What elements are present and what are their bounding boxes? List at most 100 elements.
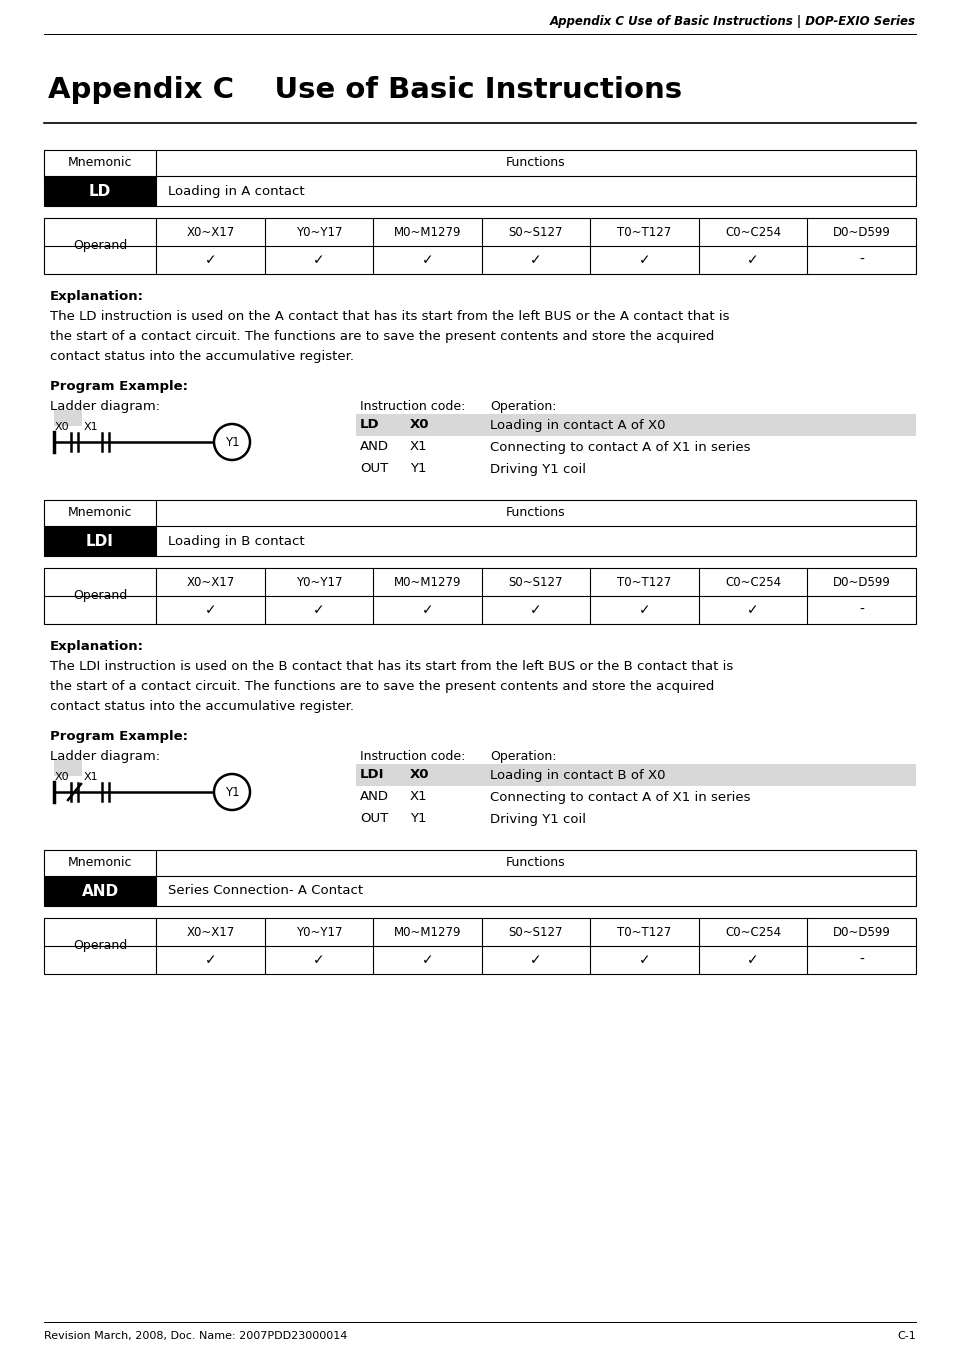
Text: Y0~Y17: Y0~Y17 (295, 226, 342, 239)
Circle shape (213, 774, 250, 811)
Text: Operand: Operand (72, 239, 127, 253)
Text: Connecting to contact A of X1 in series: Connecting to contact A of X1 in series (490, 440, 750, 454)
Text: Operand: Operand (72, 939, 127, 952)
Text: contact status into the accumulative register.: contact status into the accumulative reg… (50, 350, 354, 363)
Text: ✓: ✓ (313, 253, 324, 267)
Text: ✓: ✓ (421, 253, 433, 267)
Text: C-1: C-1 (897, 1331, 915, 1342)
Text: ✓: ✓ (313, 603, 324, 617)
Text: Functions: Functions (506, 857, 565, 870)
Text: C0~C254: C0~C254 (724, 925, 781, 939)
Text: Ladder diagram:: Ladder diagram: (50, 400, 160, 413)
Text: Y1: Y1 (225, 435, 239, 449)
Text: ✓: ✓ (746, 952, 759, 967)
Text: Revision March, 2008, Doc. Name: 2007PDD23000014: Revision March, 2008, Doc. Name: 2007PDD… (44, 1331, 347, 1342)
Bar (355, 413, 915, 436)
Text: Y0~Y17: Y0~Y17 (295, 925, 342, 939)
Bar (44, 917, 915, 974)
Text: C0~C254: C0~C254 (724, 226, 781, 239)
Text: Explanation:: Explanation: (50, 640, 144, 653)
Text: Loading in B contact: Loading in B contact (168, 535, 304, 547)
Text: Y1: Y1 (410, 812, 426, 825)
Text: Program Example:: Program Example: (50, 380, 188, 393)
Bar (54, 409, 82, 426)
Text: Loading in contact B of X0: Loading in contact B of X0 (490, 769, 665, 781)
Text: S0~S127: S0~S127 (508, 226, 562, 239)
Text: LDI: LDI (359, 769, 384, 781)
Text: M0~M1279: M0~M1279 (394, 226, 460, 239)
Text: Operand: Operand (72, 589, 127, 603)
Text: -: - (859, 253, 863, 267)
Text: ✓: ✓ (530, 603, 541, 617)
Bar (44, 875, 156, 907)
Text: Operation:: Operation: (490, 400, 556, 413)
Text: Driving Y1 coil: Driving Y1 coil (490, 462, 585, 476)
Text: X0: X0 (410, 769, 429, 781)
Text: D0~D599: D0~D599 (832, 925, 890, 939)
Text: ✓: ✓ (421, 603, 433, 617)
Text: X1: X1 (410, 440, 427, 454)
Text: Y0~Y17: Y0~Y17 (295, 576, 342, 589)
Text: T0~T127: T0~T127 (617, 925, 671, 939)
Bar (54, 761, 82, 775)
Text: ✓: ✓ (313, 952, 324, 967)
Bar (44, 176, 156, 205)
Text: Y1: Y1 (225, 785, 239, 798)
Text: -: - (859, 603, 863, 617)
Text: LD: LD (89, 184, 111, 199)
Text: ✓: ✓ (639, 603, 650, 617)
Text: Functions: Functions (506, 157, 565, 169)
Text: S0~S127: S0~S127 (508, 576, 562, 589)
Text: M0~M1279: M0~M1279 (394, 925, 460, 939)
Text: Mnemonic: Mnemonic (68, 507, 132, 520)
Text: C0~C254: C0~C254 (724, 576, 781, 589)
Text: the start of a contact circuit. The functions are to save the present contents a: the start of a contact circuit. The func… (50, 330, 714, 343)
Bar (44, 500, 915, 557)
Bar (44, 526, 156, 557)
Circle shape (213, 424, 250, 459)
Text: X0~X17: X0~X17 (186, 925, 234, 939)
Text: the start of a contact circuit. The functions are to save the present contents a: the start of a contact circuit. The func… (50, 680, 714, 693)
Text: LD: LD (359, 419, 379, 431)
Text: LDI: LDI (86, 534, 113, 549)
Text: Mnemonic: Mnemonic (68, 857, 132, 870)
Bar (44, 218, 915, 274)
Text: ✓: ✓ (421, 952, 433, 967)
Text: S0~S127: S0~S127 (508, 925, 562, 939)
Bar (355, 765, 915, 786)
Text: X1: X1 (410, 790, 427, 804)
Text: OUT: OUT (359, 462, 388, 476)
Text: Connecting to contact A of X1 in series: Connecting to contact A of X1 in series (490, 790, 750, 804)
Text: ✓: ✓ (639, 952, 650, 967)
Text: Instruction code:: Instruction code: (359, 750, 465, 763)
Text: X1: X1 (84, 771, 98, 782)
Text: Series Connection- A Contact: Series Connection- A Contact (168, 885, 363, 897)
Text: AND: AND (359, 790, 389, 804)
Text: -: - (859, 952, 863, 967)
Bar (44, 150, 915, 205)
Text: X1: X1 (84, 422, 98, 432)
Text: ✓: ✓ (746, 253, 759, 267)
Text: ✓: ✓ (639, 253, 650, 267)
Text: T0~T127: T0~T127 (617, 226, 671, 239)
Text: X0~X17: X0~X17 (186, 576, 234, 589)
Text: The LD instruction is used on the A contact that has its start from the left BUS: The LD instruction is used on the A cont… (50, 309, 729, 323)
Text: D0~D599: D0~D599 (832, 576, 890, 589)
Text: AND: AND (359, 440, 389, 454)
Text: X0: X0 (410, 419, 429, 431)
Text: Y1: Y1 (410, 462, 426, 476)
Text: X0: X0 (55, 771, 70, 782)
Text: Appendix C    Use of Basic Instructions: Appendix C Use of Basic Instructions (48, 76, 681, 104)
Text: D0~D599: D0~D599 (832, 226, 890, 239)
Text: X0: X0 (55, 422, 70, 432)
Text: Explanation:: Explanation: (50, 290, 144, 303)
Text: Driving Y1 coil: Driving Y1 coil (490, 812, 585, 825)
Text: X0~X17: X0~X17 (186, 226, 234, 239)
Text: Loading in contact A of X0: Loading in contact A of X0 (490, 419, 665, 431)
Text: Program Example:: Program Example: (50, 730, 188, 743)
Text: AND: AND (81, 884, 118, 898)
Text: The LDI instruction is used on the B contact that has its start from the left BU: The LDI instruction is used on the B con… (50, 661, 733, 673)
Bar (44, 850, 915, 907)
Text: OUT: OUT (359, 812, 388, 825)
Bar (44, 567, 915, 624)
